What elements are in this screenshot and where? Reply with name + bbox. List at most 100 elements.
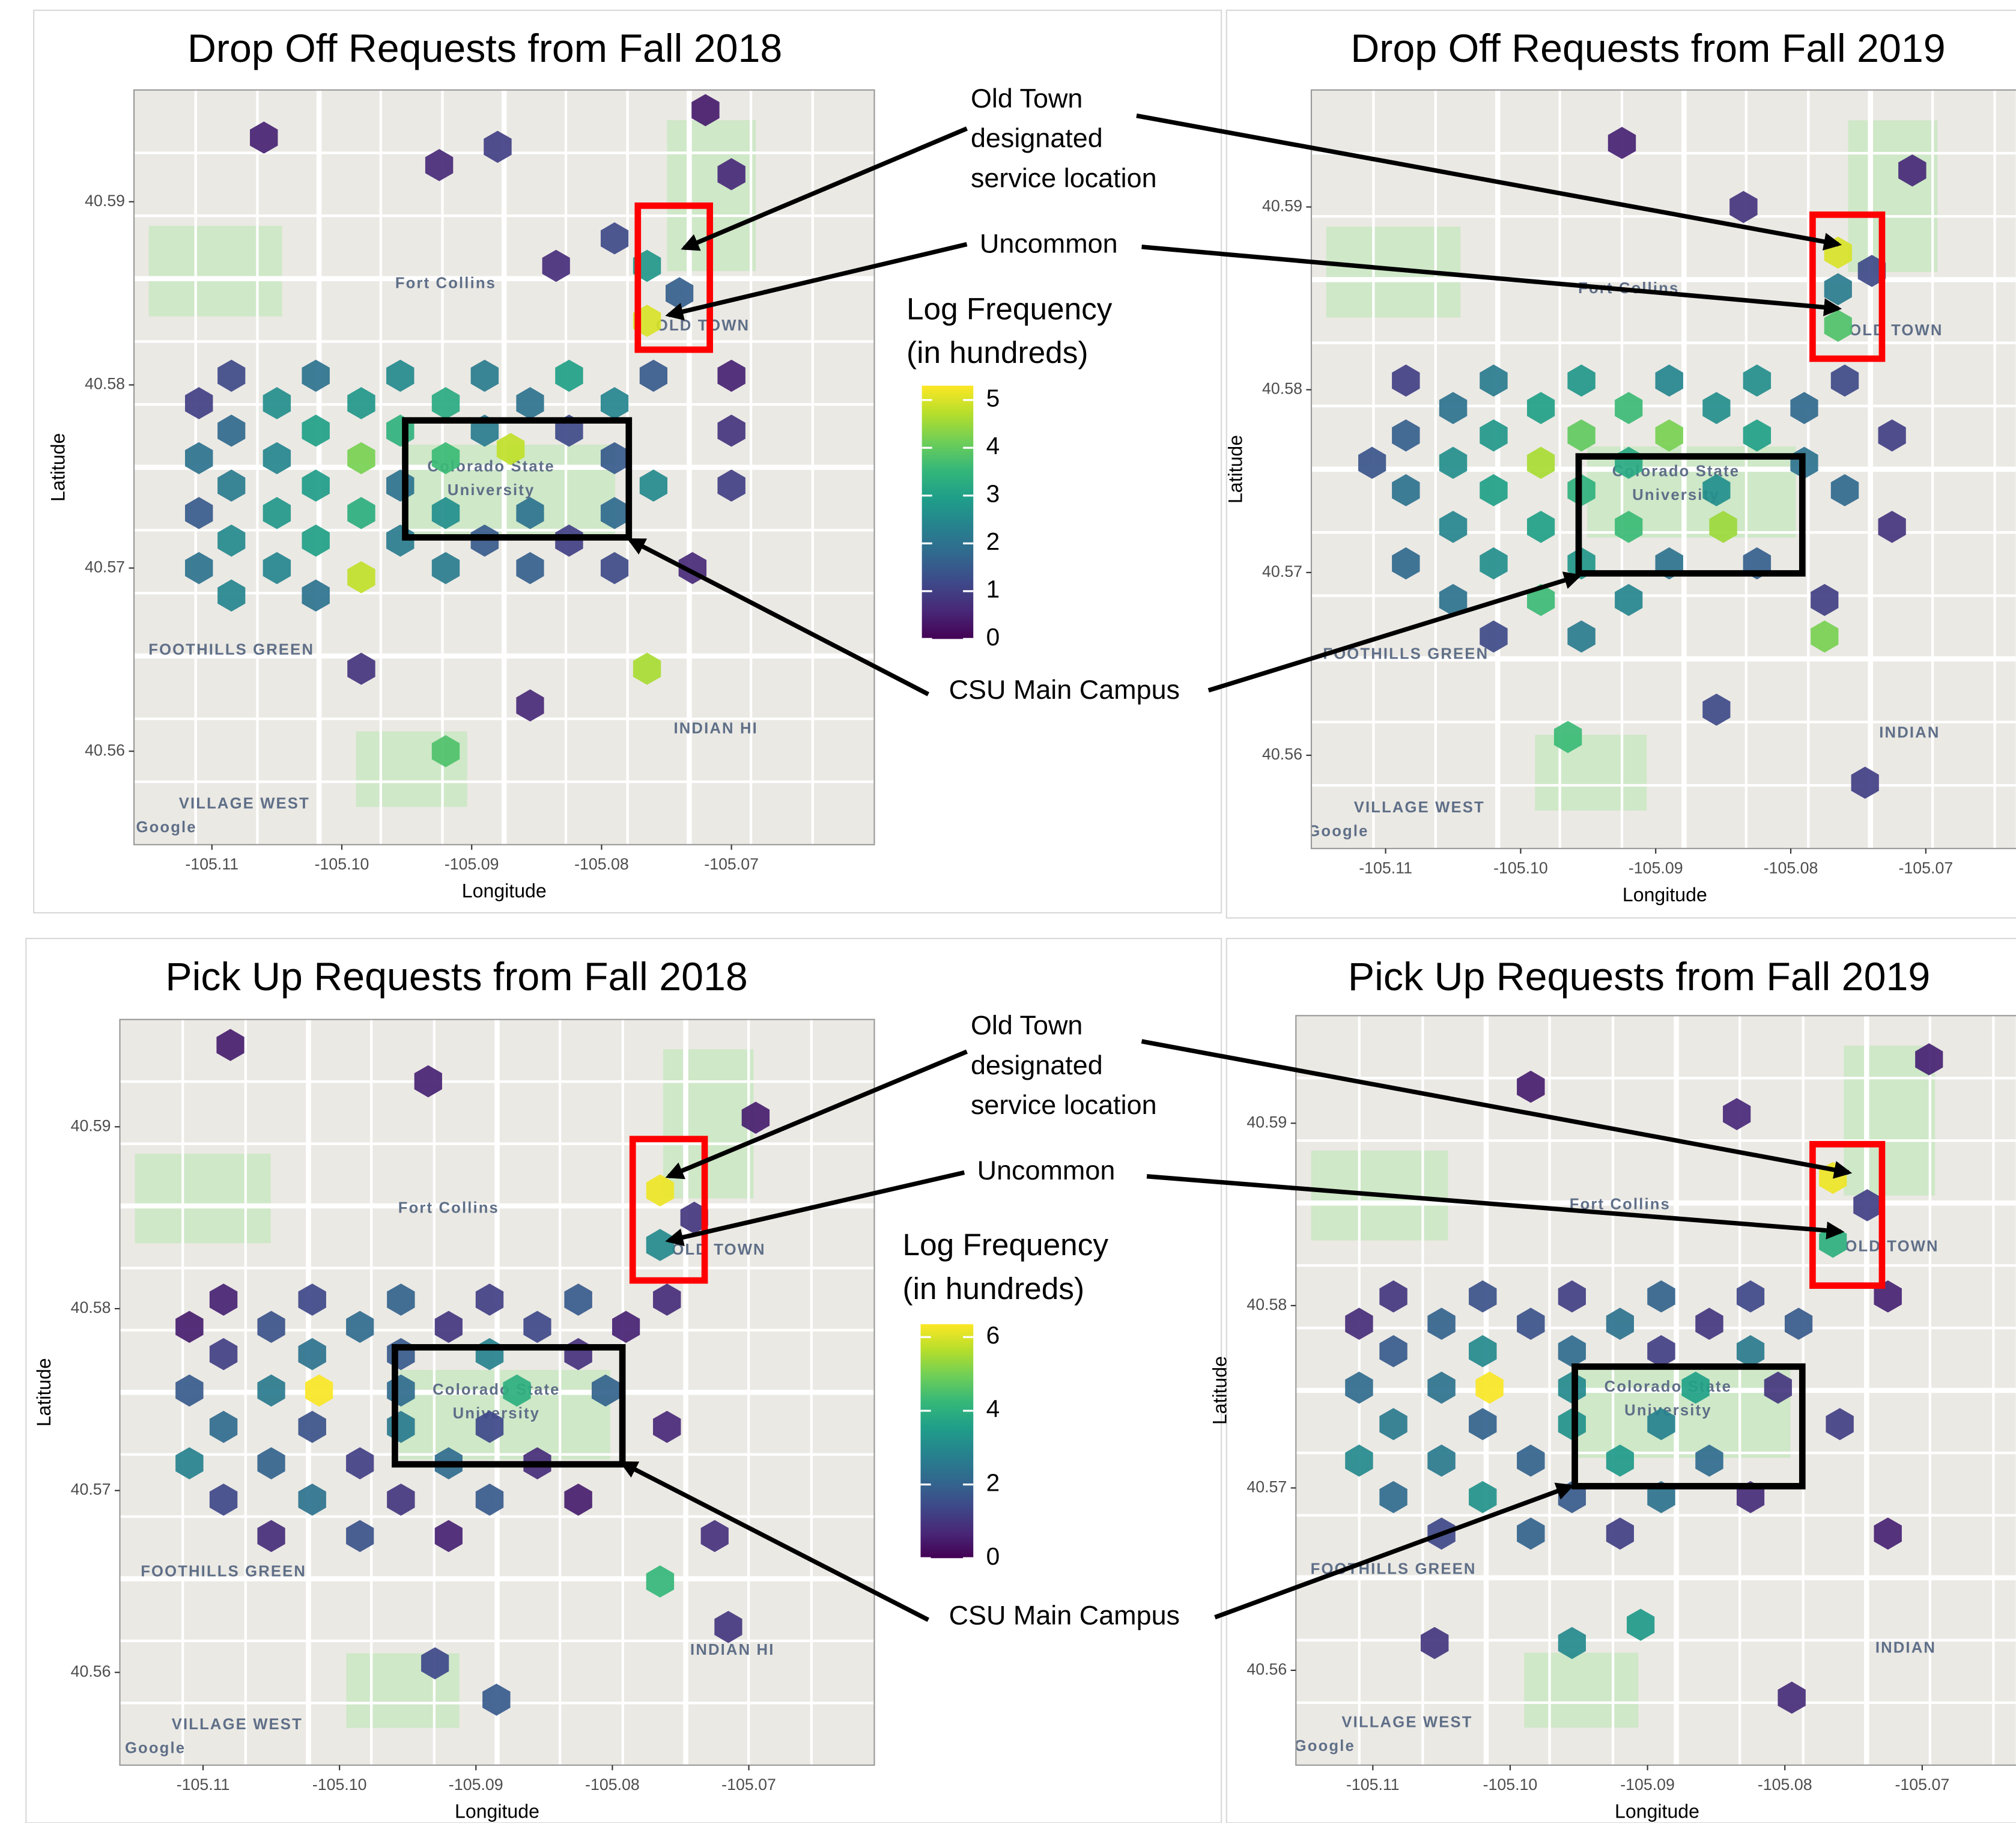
map-label: INDIAN — [1879, 724, 1940, 741]
y-tick-label: 40.58 — [71, 1298, 111, 1316]
annotation: service location — [971, 1089, 1157, 1120]
annotation: CSU Main Campus — [949, 1600, 1180, 1631]
map-label: OLD TOWN — [656, 317, 750, 334]
x-tick-label: -105.08 — [574, 855, 629, 873]
colorbar-title: Log Frequency — [903, 1228, 1109, 1262]
map-label: Colorado State — [433, 1381, 560, 1398]
y-tick-label: 40.56 — [71, 1662, 111, 1680]
colorbar-tick-label: 5 — [986, 384, 1000, 412]
x-tick-label: -105.07 — [704, 855, 759, 873]
panel: Fort CollinsColorado StateUniversityOLD … — [1224, 26, 2016, 905]
x-tick-label: -105.08 — [585, 1776, 640, 1794]
figure: Fort Collins Colorado State University OLD … — [0, 0, 2016, 1823]
y-tick-label: 40.58 — [1246, 1295, 1287, 1313]
map-label: Google — [1295, 1738, 1355, 1755]
x-tick-label: -105.10 — [1493, 859, 1548, 877]
colorbar-tick-label: 4 — [986, 432, 1000, 460]
chart-title: Pick Up Requests from Fall 2018 — [165, 955, 747, 999]
map-label: University — [448, 482, 535, 499]
y-axis-label: Latitude — [1209, 1356, 1231, 1425]
colorbar — [921, 1324, 974, 1558]
x-tick-label: -105.07 — [1899, 859, 1954, 877]
x-tick-label: -105.09 — [1620, 1776, 1675, 1794]
map-label: VILLAGE WEST — [172, 1716, 303, 1733]
colorbar-tick-label: 0 — [986, 1542, 1000, 1570]
x-tick-label: -105.11 — [1346, 1776, 1400, 1794]
map-label: Fort Collins — [398, 1199, 499, 1216]
map-label: VILLAGE WEST — [1341, 1714, 1472, 1731]
chart-title: Pick Up Requests from Fall 2019 — [1348, 955, 1930, 999]
annotation: Uncommon — [980, 228, 1118, 259]
x-tick-label: -105.11 — [177, 1776, 230, 1794]
park — [1524, 1653, 1638, 1728]
y-tick-label: 40.57 — [1246, 1478, 1287, 1496]
map-label: Google — [125, 1739, 186, 1756]
map-label: INDIAN HI — [690, 1642, 774, 1658]
y-tick-label: 40.59 — [1246, 1113, 1287, 1131]
colorbar-tick-label: 4 — [986, 1395, 1000, 1423]
annotation: service location — [971, 162, 1157, 193]
y-tick-label: 40.58 — [85, 375, 125, 393]
colorbar-tick-label: 3 — [986, 480, 1000, 508]
annotation: Old Town — [971, 83, 1082, 114]
map-label: VILLAGE WEST — [1354, 799, 1485, 816]
map-label: Colorado State — [1605, 1378, 1732, 1395]
chart-title: Drop Off Requests from Fall 2019 — [1350, 26, 1945, 71]
x-axis-label: Longitude — [1623, 884, 1707, 905]
y-tick-label: 40.56 — [1246, 1660, 1287, 1678]
panel: Fort CollinsColorado StateUniversityOLD … — [1209, 955, 2016, 1822]
x-tick-label: -105.10 — [1483, 1776, 1538, 1794]
map-label: FOOTHILLS GREEN — [141, 1563, 306, 1580]
y-tick-label: 40.57 — [1262, 562, 1302, 580]
y-tick-label: 40.56 — [1262, 745, 1302, 763]
y-tick-label: 40.56 — [85, 741, 125, 759]
y-tick-label: 40.57 — [85, 558, 125, 576]
colorbar-tick-label: 1 — [986, 576, 1000, 603]
x-tick-label: -105.11 — [1359, 859, 1412, 877]
map: Fort CollinsColorado StateUniversityOLD … — [120, 1020, 875, 1765]
park — [149, 226, 282, 317]
y-tick-label: 40.59 — [85, 192, 125, 210]
colorbar-title: Log Frequency — [906, 291, 1113, 326]
annotation: CSU Main Campus — [949, 674, 1180, 705]
x-tick-label: -105.11 — [185, 855, 238, 873]
x-tick-label: -105.08 — [1758, 1776, 1812, 1794]
map-label: INDIAN — [1875, 1639, 1936, 1656]
colorbar-title: (in hundreds) — [906, 335, 1088, 370]
x-axis-label: Longitude — [462, 880, 547, 901]
x-axis-label: Longitude — [455, 1800, 539, 1822]
y-tick-label: 40.59 — [1262, 197, 1302, 215]
x-tick-label: -105.10 — [315, 855, 369, 873]
colorbar — [922, 386, 974, 639]
map: Fort CollinsColorado StateUniversityOLD … — [1295, 1015, 2016, 1765]
x-tick-label: -105.08 — [1764, 859, 1818, 877]
chart-title: Drop Off Requests from Fall 2018 — [187, 26, 782, 71]
map-label: Google — [136, 819, 196, 836]
map-label: Google — [1308, 823, 1368, 840]
y-tick-label: 40.57 — [71, 1481, 111, 1499]
map-label: Fort Collins — [395, 275, 496, 292]
x-tick-label: -105.09 — [449, 1776, 503, 1794]
colorbar-tick-label: 2 — [986, 1468, 1000, 1496]
map: Fort CollinsColorado StateUniversityOLD … — [134, 90, 874, 845]
colorbar-tick-label: 0 — [986, 623, 1000, 651]
map-label: OLD TOWN — [672, 1241, 765, 1258]
map-label: VILLAGE WEST — [179, 795, 310, 812]
x-tick-label: -105.07 — [1895, 1776, 1950, 1794]
x-tick-label: -105.10 — [312, 1776, 367, 1794]
park — [663, 1049, 754, 1198]
map-label: INDIAN HI — [673, 720, 758, 737]
x-tick-label: -105.09 — [1629, 859, 1683, 877]
annotation: designated — [971, 123, 1103, 153]
colorbar-tick-label: 6 — [986, 1321, 1000, 1349]
x-tick-label: -105.09 — [445, 855, 499, 873]
map: Fort CollinsColorado StateUniversityOLD … — [1308, 90, 2016, 848]
map-label: OLD TOWN — [1845, 1238, 1939, 1255]
map-label: OLD TOWN — [1849, 322, 1943, 339]
annotation: Uncommon — [977, 1155, 1116, 1185]
x-tick-label: -105.07 — [721, 1776, 776, 1794]
park — [1848, 120, 1937, 272]
y-tick-label: 40.58 — [1262, 380, 1302, 398]
annotation: Old Town — [971, 1009, 1082, 1040]
annotation: designated — [971, 1050, 1103, 1080]
